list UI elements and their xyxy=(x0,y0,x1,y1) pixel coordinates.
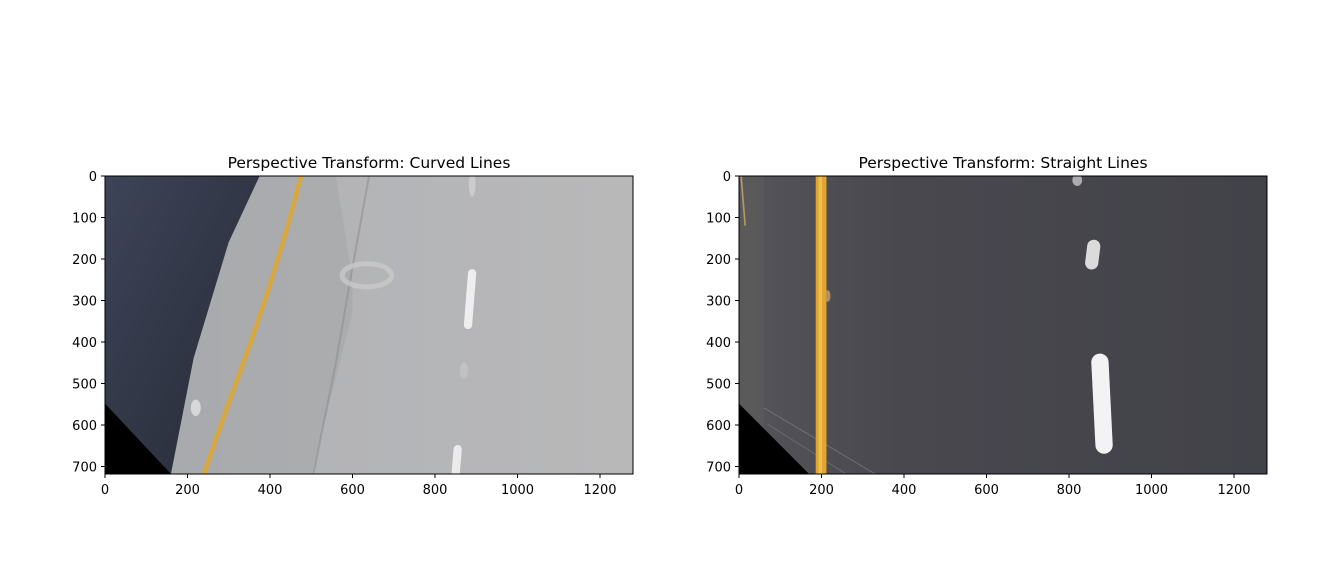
x-tick-label: 800 xyxy=(423,483,448,498)
y-tick-label: 600 xyxy=(706,419,731,434)
x-tick-label: 1000 xyxy=(1135,483,1168,498)
x-tick-label: 600 xyxy=(340,483,365,498)
warped-image-curved xyxy=(104,175,634,475)
x-tick-label: 200 xyxy=(809,483,834,498)
x-axis: 0 200 400 600 800 1000 1200 xyxy=(101,474,617,498)
y-tick-label: 400 xyxy=(72,336,97,351)
y-tick-label: 0 xyxy=(723,170,731,185)
y-tick-label: 0 xyxy=(89,170,97,185)
x-tick-label: 0 xyxy=(735,483,743,498)
y-tick-label: 500 xyxy=(706,378,731,393)
subplot-straight-lines: Perspective Transform: Straight Lines xyxy=(706,154,1268,498)
y-tick-label: 700 xyxy=(706,461,731,476)
x-tick-label: 1200 xyxy=(1217,483,1250,498)
y-tick-label: 400 xyxy=(706,336,731,351)
x-axis: 0 200 400 600 800 1000 1200 xyxy=(735,474,1251,498)
y-tick-label: 700 xyxy=(72,461,97,476)
y-tick-label: 200 xyxy=(706,253,731,268)
x-tick-label: 200 xyxy=(175,483,200,498)
chart-title: Perspective Transform: Straight Lines xyxy=(858,154,1147,172)
y-tick-label: 500 xyxy=(72,378,97,393)
x-tick-label: 0 xyxy=(101,483,109,498)
warped-image-straight xyxy=(738,175,1268,475)
y-tick-label: 300 xyxy=(706,295,731,310)
y-tick-label: 200 xyxy=(72,253,97,268)
y-tick-label: 300 xyxy=(72,295,97,310)
x-tick-label: 1200 xyxy=(583,483,616,498)
x-tick-label: 1000 xyxy=(501,483,534,498)
y-tick-label: 600 xyxy=(72,419,97,434)
subplot-curved-lines: Perspective Transform: Curved Lines xyxy=(72,154,634,498)
x-tick-label: 400 xyxy=(892,483,917,498)
x-tick-label: 400 xyxy=(258,483,283,498)
y-axis: 0 100 200 300 400 500 600 700 xyxy=(706,170,739,476)
y-tick-label: 100 xyxy=(706,212,731,227)
x-tick-label: 800 xyxy=(1057,483,1082,498)
y-tick-label: 100 xyxy=(72,212,97,227)
chart-title: Perspective Transform: Curved Lines xyxy=(228,154,511,172)
y-axis: 0 100 200 300 400 500 600 700 xyxy=(72,170,105,476)
x-tick-label: 600 xyxy=(974,483,999,498)
